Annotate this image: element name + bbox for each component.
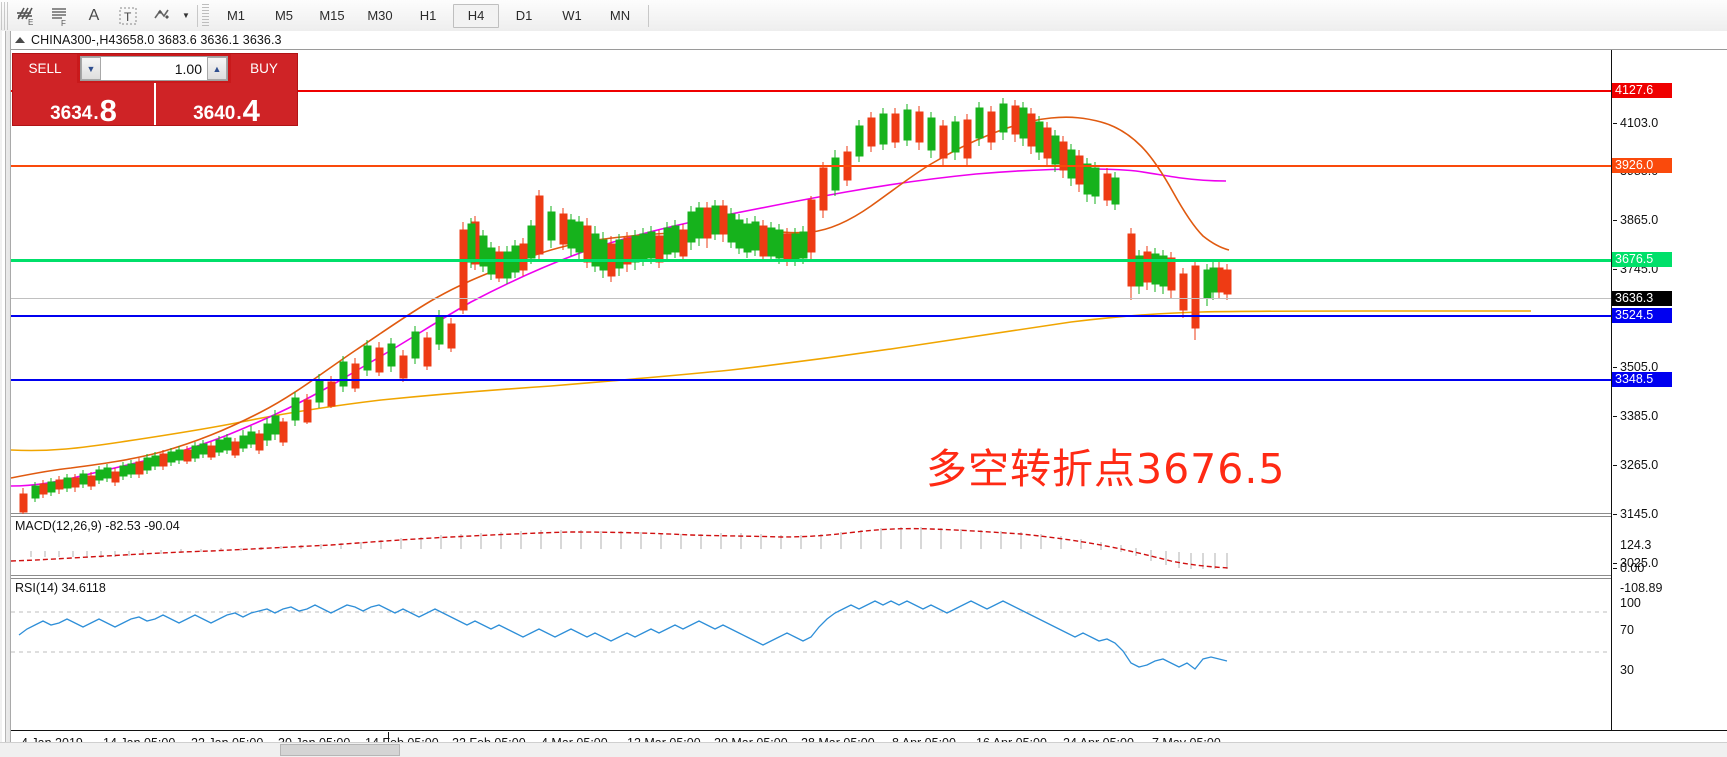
horizontal-scrollbar[interactable] bbox=[0, 742, 1727, 757]
bid-price-separator: . bbox=[93, 103, 99, 124]
svg-text:E: E bbox=[28, 18, 33, 27]
timeframe-m5[interactable]: M5 bbox=[274, 8, 294, 23]
chart-window: CHINA300-,H4 3658.0 3683.6 3636.1 3636.3 bbox=[0, 31, 1727, 756]
volume-decrement-button[interactable]: ▼ bbox=[81, 57, 101, 80]
rsi-plot bbox=[11, 600, 1611, 670]
price-plot bbox=[10, 98, 1531, 516]
candlestick-series bbox=[19, 98, 1232, 516]
price-axis-line bbox=[1611, 50, 1612, 730]
pane-separator-macd[interactable] bbox=[11, 514, 1611, 516]
last-price-tag[interactable]: 3636.3 bbox=[1612, 291, 1672, 306]
sell-button[interactable]: SELL bbox=[13, 54, 77, 83]
price-tick-3145: 3145.0 bbox=[1620, 507, 1659, 521]
drawing-objects-icon[interactable] bbox=[145, 2, 179, 30]
rsi-pane[interactable]: RSI(14) 34.6118 bbox=[11, 578, 1611, 690]
time-axis-line bbox=[11, 730, 1727, 731]
timeframe-m30[interactable]: M30 bbox=[367, 8, 393, 23]
macd-pane[interactable]: MACD(12,26,9) -82.53 -90.04 bbox=[10, 516, 1611, 576]
macd-tick-max: 124.3 bbox=[1620, 538, 1652, 552]
chart-ohlc-values: 3658.0 3683.6 3636.1 3636.3 bbox=[115, 33, 282, 47]
trade-panel-top-row: SELL ▼ 1.00 ▲ BUY bbox=[13, 54, 297, 83]
last-price-line bbox=[11, 298, 1611, 299]
macd-signal-line bbox=[10, 527, 1230, 569]
objects-dropdown-icon[interactable]: ▼ bbox=[182, 11, 190, 20]
collapse-triangle-icon[interactable] bbox=[15, 37, 25, 43]
bid-price-fraction: 8 bbox=[99, 92, 117, 128]
timeframe-d1[interactable]: D1 bbox=[515, 8, 533, 23]
timeframe-m1[interactable]: M1 bbox=[226, 8, 246, 23]
chevron-up-icon: ▲ bbox=[212, 63, 222, 74]
price-tick-3385: 3385.0 bbox=[1620, 409, 1659, 423]
macd-plot bbox=[10, 527, 1230, 569]
support-line-3524[interactable] bbox=[11, 315, 1611, 317]
chevron-down-icon: ▼ bbox=[86, 63, 96, 74]
chart-inner: CHINA300-,H4 3658.0 3683.6 3636.1 3636.3 bbox=[10, 31, 1727, 756]
timeframe-h1[interactable]: H1 bbox=[419, 8, 437, 23]
rsi-tick-30: 30 bbox=[1620, 663, 1634, 677]
svg-text:F: F bbox=[61, 19, 66, 27]
rsi-label: RSI(14) 34.6118 bbox=[15, 581, 106, 595]
resistance-4127-tag[interactable]: 4127.6 bbox=[1612, 83, 1672, 98]
bid-price-integer: 3634 bbox=[50, 103, 93, 124]
timeframe-mn[interactable]: MN bbox=[609, 8, 631, 23]
price-tick-3865: 3865.0 bbox=[1620, 213, 1659, 227]
support-3348-tag[interactable]: 3348.5 bbox=[1612, 372, 1672, 387]
volume-increment-button[interactable]: ▲ bbox=[207, 57, 227, 80]
support-line-3348[interactable] bbox=[11, 379, 1611, 381]
volume-input[interactable]: 1.00 bbox=[174, 60, 202, 77]
resistance-3926-tag[interactable]: 3926.0 bbox=[1612, 158, 1672, 173]
rsi-tick-100: 100 bbox=[1620, 596, 1641, 610]
ask-price-integer: 3640 bbox=[193, 103, 236, 124]
price-tick-3025: 3025.0 bbox=[1620, 556, 1659, 570]
pivot-3676-tag[interactable]: 3676.5 bbox=[1612, 252, 1672, 267]
volume-stepper[interactable]: ▼ 1.00 ▲ bbox=[80, 56, 228, 81]
price-tick-4103: 4103.0 bbox=[1620, 116, 1659, 130]
price-pane[interactable]: 多空转折点3676.5 bbox=[10, 50, 1611, 516]
chart-titlebar: CHINA300-,H4 3658.0 3683.6 3636.1 3636.3 bbox=[11, 31, 1727, 50]
chart-symbol-label: CHINA300-,H4 bbox=[31, 33, 116, 47]
support-3524-tag[interactable]: 3524.5 bbox=[1612, 308, 1672, 323]
text-tool-icon[interactable]: A bbox=[88, 6, 100, 24]
timeframe-m15[interactable]: M15 bbox=[319, 8, 345, 23]
macd-tick-min: -108.89 bbox=[1620, 581, 1663, 595]
chart-window-left-rail bbox=[0, 31, 11, 756]
ma-slow-line bbox=[10, 310, 1531, 452]
expert-advisors-icon[interactable]: E bbox=[9, 2, 43, 30]
chart-annotation-text[interactable]: 多空转折点3676.5 bbox=[926, 445, 1286, 493]
price-tick-3265: 3265.0 bbox=[1620, 458, 1659, 472]
bid-price[interactable]: 3634 . 8 bbox=[13, 83, 156, 128]
timeframe-h4[interactable]: H4 bbox=[453, 3, 499, 28]
timeframe-toolbar-grip[interactable] bbox=[202, 3, 209, 28]
one-click-trading-panel[interactable]: SELL ▼ 1.00 ▲ BUY 3634 bbox=[12, 53, 298, 126]
ask-price-fraction: 4 bbox=[242, 92, 260, 128]
scrollbar-thumb[interactable] bbox=[280, 744, 400, 756]
timeframe-w1[interactable]: W1 bbox=[562, 8, 582, 23]
ask-price[interactable]: 3640 . 4 bbox=[156, 83, 297, 128]
indicators-icon[interactable]: F bbox=[43, 2, 77, 30]
resistance-line-3926[interactable] bbox=[11, 165, 1611, 167]
rsi-line bbox=[18, 600, 1228, 670]
trade-panel-prices: 3634 . 8 3640 . 4 bbox=[13, 83, 297, 128]
resistance-line-4127[interactable] bbox=[11, 90, 1611, 92]
svg-text:T: T bbox=[124, 10, 132, 24]
main-toolbar: E F A T bbox=[0, 0, 1727, 32]
pivot-line-3676[interactable] bbox=[11, 259, 1611, 262]
toolbar-grip[interactable] bbox=[1, 1, 9, 30]
buy-button[interactable]: BUY bbox=[231, 54, 297, 83]
text-label-tool-icon[interactable]: T bbox=[111, 2, 145, 30]
macd-label: MACD(12,26,9) -82.53 -90.04 bbox=[15, 519, 180, 533]
price-axis[interactable]: 4103.0 3985.0 3865.0 3745.0 3625.0 3505.… bbox=[1612, 50, 1727, 730]
toolbar-divider-end bbox=[648, 4, 649, 27]
ask-price-separator: . bbox=[236, 103, 242, 124]
macd-tick-zero: 0.00 bbox=[1620, 561, 1645, 575]
toolbar-divider bbox=[197, 4, 198, 27]
rsi-tick-70: 70 bbox=[1620, 623, 1634, 637]
price-tick-3505: 3505.0 bbox=[1620, 360, 1659, 374]
